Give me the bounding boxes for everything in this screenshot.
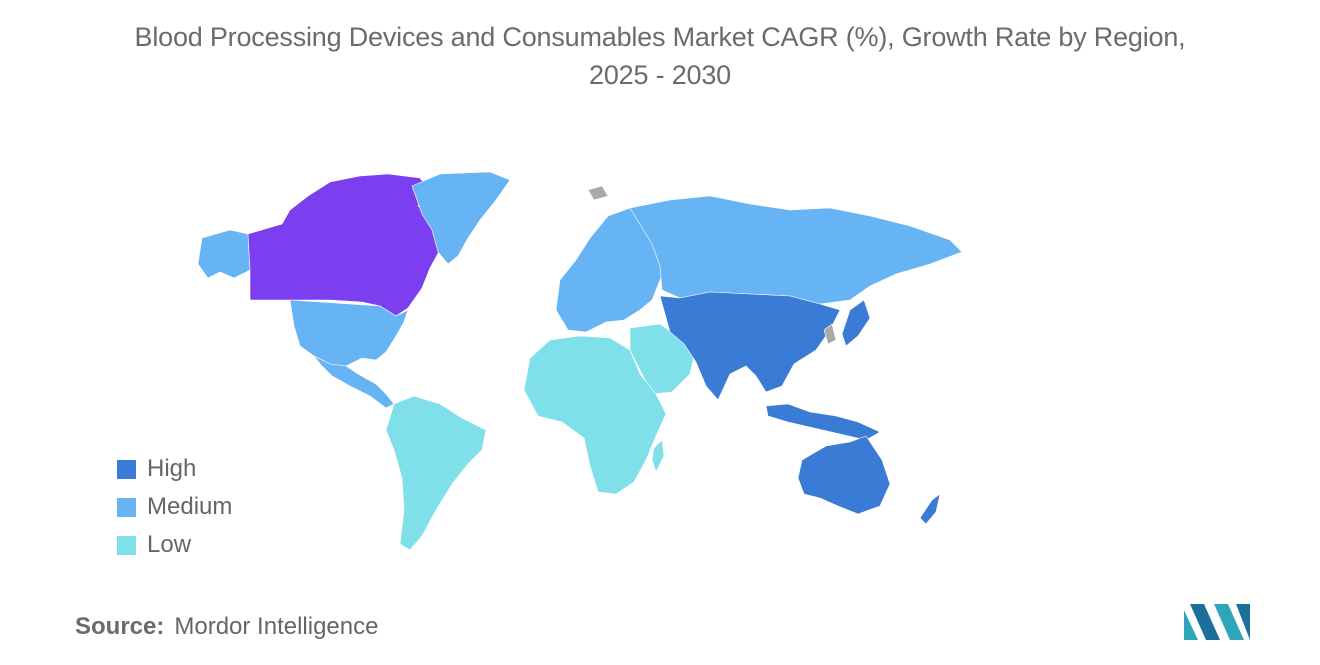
legend-item-high: High: [117, 450, 232, 488]
chart-title: Blood Processing Devices and Consumables…: [0, 18, 1320, 94]
mordor-logo-icon: [1184, 604, 1250, 640]
source-value: Mordor Intelligence: [174, 613, 379, 640]
region-russia: [629, 195, 963, 305]
world-map: [197, 171, 963, 551]
region-indonesia: [765, 403, 881, 441]
region-new-zealand: [919, 493, 941, 525]
region-australia: [797, 435, 891, 515]
region-africa: [523, 335, 667, 495]
legend-item-low: Low: [117, 526, 232, 564]
region-central-america: [313, 355, 395, 409]
title-line-2: 2025 - 2030: [589, 60, 731, 90]
region-madagascar: [651, 439, 665, 473]
legend-label-medium: Medium: [147, 493, 233, 520]
region-europe: [555, 207, 669, 333]
region-canada: [247, 173, 443, 317]
source-label: Source:: [75, 613, 165, 640]
legend-swatch-medium: [117, 497, 136, 517]
legend-swatch-high: [117, 459, 136, 479]
region-usa: [289, 299, 409, 367]
legend-label-low: Low: [147, 531, 192, 558]
legend-item-medium: Medium: [117, 488, 232, 526]
title-line-1: Blood Processing Devices and Consumables…: [134, 22, 1186, 52]
source-line: Source: Mordor Intelligence: [75, 613, 378, 641]
legend-swatch-low: [117, 535, 136, 555]
region-no-data-korea: [823, 323, 837, 345]
legend: High Medium Low: [117, 450, 232, 564]
legend-label-high: High: [147, 455, 197, 482]
region-alaska: [197, 229, 251, 279]
region-greenland: [411, 171, 511, 265]
region-no-data-svalbard: [587, 185, 609, 201]
region-south-america: [385, 395, 487, 551]
region-japan: [841, 299, 871, 347]
region-asia-pacific: [659, 291, 841, 401]
